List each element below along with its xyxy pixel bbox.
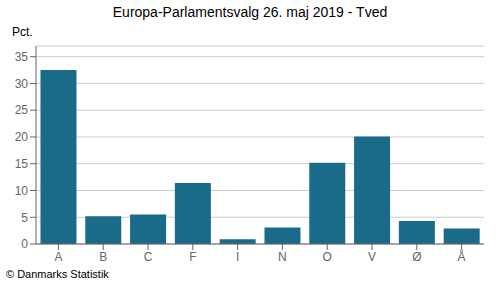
- svg-text:A: A: [54, 250, 62, 264]
- svg-text:C: C: [144, 250, 153, 264]
- svg-text:I: I: [236, 250, 239, 264]
- svg-text:Ø: Ø: [412, 250, 421, 264]
- svg-text:20: 20: [15, 130, 29, 144]
- html-text:© Danmarks Statistik: © Danmarks Statistik: [6, 268, 109, 280]
- html-text:Pct.: Pct.: [12, 25, 33, 39]
- html-text:Europa-Parlamentsvalg 26. maj: Europa-Parlamentsvalg 26. maj 2019 - Tve…: [112, 4, 388, 20]
- svg-text:10: 10: [15, 184, 29, 198]
- svg-text:N: N: [278, 250, 287, 264]
- svg-text:30: 30: [15, 77, 29, 91]
- svg-text:15: 15: [15, 157, 29, 171]
- svg-text:35: 35: [15, 50, 29, 64]
- svg-text:B: B: [99, 250, 107, 264]
- svg-text:0: 0: [21, 237, 28, 251]
- svg-text:V: V: [368, 250, 376, 264]
- svg-text:Å: Å: [458, 249, 466, 264]
- svg-text:F: F: [189, 250, 196, 264]
- svg-text:O: O: [323, 250, 332, 264]
- svg-text:5: 5: [21, 211, 28, 225]
- svg-text:25: 25: [15, 103, 29, 117]
